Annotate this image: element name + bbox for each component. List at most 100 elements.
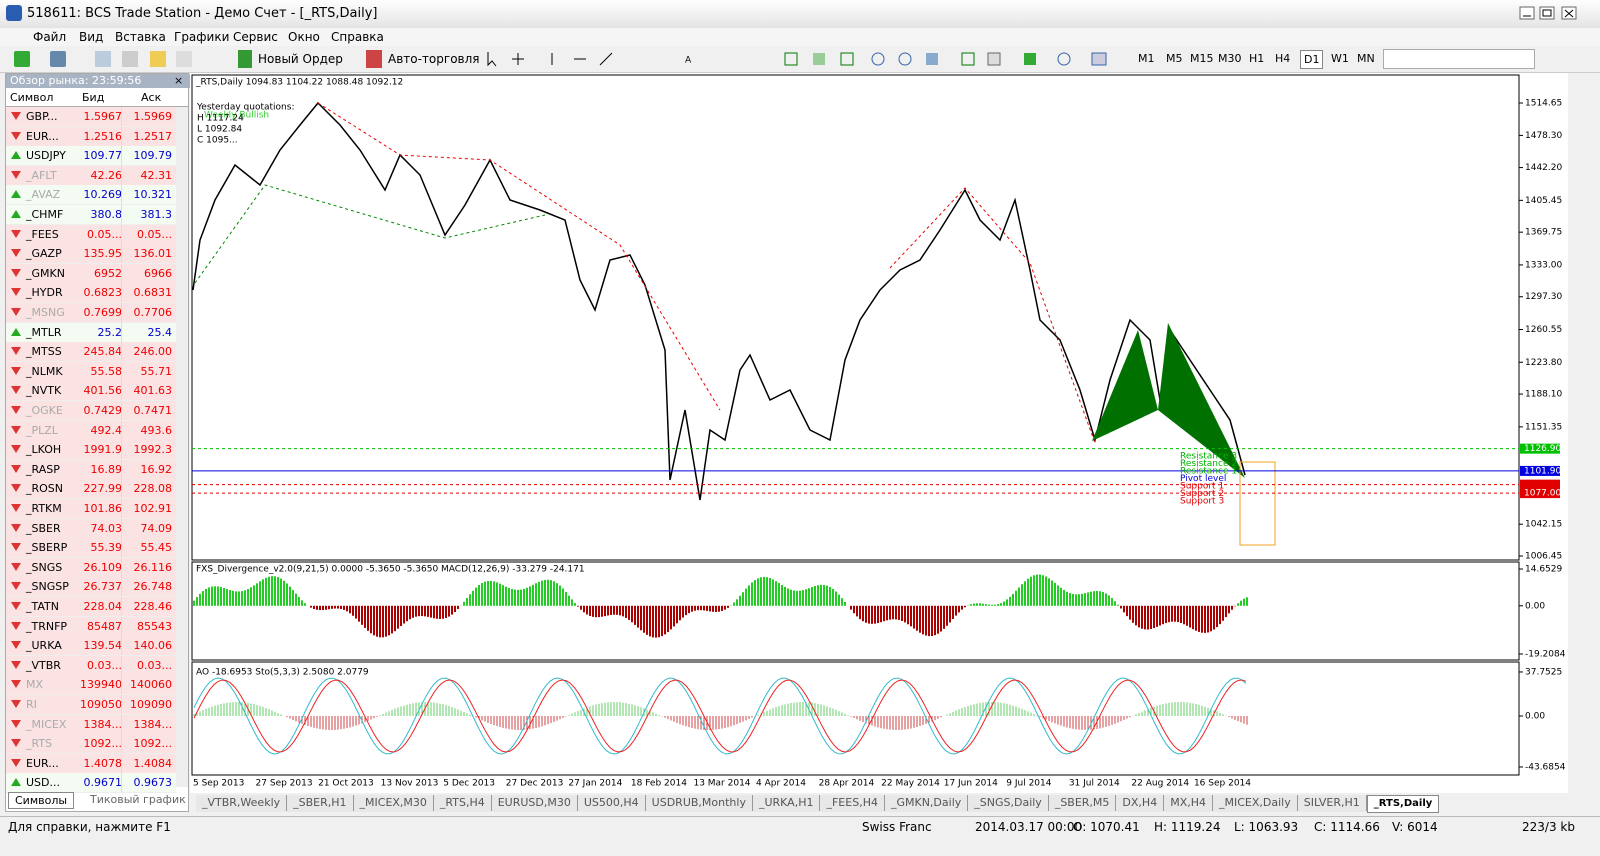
chart-tools[interactable]: A <box>480 49 1130 69</box>
chart-tab[interactable]: _RTS,H4 <box>434 795 492 811</box>
timeframe-button[interactable]: M30 <box>1218 52 1242 65</box>
chart-tab[interactable]: _SBER,H1 <box>287 795 354 811</box>
navigator-icon[interactable] <box>150 51 166 67</box>
menu-item[interactable]: Вставка <box>115 30 166 44</box>
new-chart-icon[interactable] <box>14 51 30 67</box>
chart-tab[interactable]: _URKA,H1 <box>753 795 821 811</box>
arrow-icon <box>11 308 21 316</box>
market-row[interactable]: _SNGS 26.109 26.116 <box>6 557 176 578</box>
market-row[interactable]: _CHMF 380.8 381.3 <box>6 205 176 225</box>
chart-tab[interactable]: EURUSD,M30 <box>492 795 578 811</box>
close-button[interactable]: × <box>174 74 184 87</box>
market-row[interactable]: _MICEX 1384... 1384... <box>6 714 176 735</box>
market-row[interactable]: _VTBR 0.03... 0.03... <box>6 655 176 676</box>
menu-item[interactable]: Окно <box>288 30 320 44</box>
auto-trading-button[interactable]: Авто-торговля <box>366 50 480 68</box>
chart-tab[interactable]: _GMKN,Daily <box>885 795 969 811</box>
menu-item[interactable]: Сервис <box>233 30 278 44</box>
timeframe-button[interactable]: MN <box>1357 52 1375 65</box>
timeframe-button[interactable]: W1 <box>1331 52 1349 65</box>
symbol: EUR... <box>26 129 59 143</box>
market-row[interactable]: _FEES 0.05... 0.05... <box>6 224 176 245</box>
market-row[interactable]: _TATN 228.04 228.46 <box>6 597 176 617</box>
data-window-icon[interactable] <box>122 51 138 67</box>
timeframe-button[interactable]: D1 <box>1300 50 1324 69</box>
market-row[interactable]: USD... 0.9671 0.9673 <box>6 773 176 794</box>
market-row[interactable]: _AFLT 42.26 42.31 <box>6 165 176 186</box>
menu-item[interactable]: Файл <box>33 30 67 44</box>
market-row[interactable]: _RTKM 101.86 102.91 <box>6 499 176 519</box>
market-row[interactable]: _TRNFP 85487 85543 <box>6 616 176 637</box>
market-row[interactable]: USDJPY 109.77 109.79 <box>6 146 176 167</box>
market-row[interactable]: _NVTK 401.56 401.63 <box>6 381 176 402</box>
timeframe-button[interactable]: M5 <box>1166 52 1183 65</box>
market-row[interactable]: _LKOH 1991.9 1992.3 <box>6 440 176 461</box>
market-row[interactable]: _SNGSP 26.737 26.748 <box>6 577 176 598</box>
chart-tab[interactable]: USDRUB,Monthly <box>646 795 753 811</box>
chart-tab[interactable]: _SNGS,Daily <box>968 795 1049 811</box>
terminal-icon[interactable] <box>176 51 192 67</box>
chart-tab[interactable]: _SBER,M5 <box>1049 795 1117 811</box>
chart-tab[interactable]: _FEES,H4 <box>820 795 885 811</box>
market-row[interactable]: _ROSN 227.99 228.08 <box>6 479 176 500</box>
timeframe-button[interactable]: M1 <box>1138 52 1155 65</box>
panel-tab[interactable]: Символы <box>8 792 75 809</box>
chart-tab[interactable]: _RTS,Daily <box>1366 795 1440 813</box>
ask: 109.79 <box>133 149 173 163</box>
arrow-icon <box>11 680 21 689</box>
market-row[interactable]: RI 109050 109090 <box>6 695 176 715</box>
market-row[interactable]: _PLZL 492.4 493.6 <box>6 420 176 441</box>
timeframe-button[interactable]: M15 <box>1190 52 1214 65</box>
ask: 0.6831 <box>133 286 173 300</box>
market-row[interactable]: _RASP 16.89 16.92 <box>6 459 176 480</box>
chart-tab[interactable]: DX,H4 <box>1116 795 1165 811</box>
market-row[interactable]: _GAZP 135.95 136.01 <box>6 244 176 265</box>
ask: 26.748 <box>133 580 173 594</box>
symbol: RI <box>26 698 37 711</box>
bid: 42.26 <box>90 168 123 182</box>
price-tick-label: 1442.20 <box>1525 163 1562 173</box>
market-row[interactable]: _NLMK 55.58 55.71 <box>6 361 176 382</box>
chart-tab[interactable]: MX,H4 <box>1164 795 1213 811</box>
menu-item[interactable]: Графики <box>174 30 230 44</box>
market-row[interactable]: _GMKN 6952 6966 <box>6 263 176 284</box>
panel-tab[interactable]: Тиковый график <box>90 793 186 806</box>
symbol: _GMKN <box>26 266 65 280</box>
market-row[interactable]: _SBER 74.03 74.09 <box>6 518 176 539</box>
price-marker <box>1520 488 1560 499</box>
market-row[interactable]: _MSNG 0.7699 0.7706 <box>6 303 176 323</box>
ask: 0.9673 <box>133 776 173 790</box>
app-icon <box>6 5 22 21</box>
menu-item[interactable]: Справка <box>331 30 384 44</box>
market-row[interactable]: _MTLR 25.2 25.4 <box>6 322 176 343</box>
arrow-icon <box>11 268 21 277</box>
market-row[interactable]: _SBERP 55.39 55.45 <box>6 538 176 559</box>
market-row[interactable]: _AVAZ 10.269 10.321 <box>6 185 176 206</box>
market-row[interactable]: GBP... 1.5967 1.5969 <box>6 107 176 127</box>
chart-tab[interactable]: _MICEX,Daily <box>1213 795 1298 811</box>
chart-tab[interactable]: SILVER,H1 <box>1298 795 1367 811</box>
market-row[interactable]: _URKA 139.54 140.06 <box>6 636 176 657</box>
bid: 1.2516 <box>83 129 123 143</box>
market-row[interactable]: EUR... 1.2516 1.2517 <box>6 126 176 147</box>
chart-tab[interactable]: _MICEX,M30 <box>354 795 434 811</box>
search-box[interactable] <box>1383 49 1535 69</box>
market-row[interactable]: _MTSS 245.84 246.00 <box>6 342 176 363</box>
chart-tab[interactable]: _VTBR,Weekly <box>196 795 288 811</box>
chart-tab[interactable]: US500,H4 <box>578 795 646 811</box>
market-row[interactable]: EUR... 1.4078 1.4084 <box>6 753 176 774</box>
arrow-icon <box>11 170 21 179</box>
market-row[interactable]: _OGKE 0.7429 0.7471 <box>6 401 176 421</box>
ask: 74.09 <box>140 521 173 535</box>
menu-item[interactable]: Вид <box>79 30 104 44</box>
market-watch-icon[interactable] <box>95 51 111 67</box>
timeframe-button[interactable]: H4 <box>1275 52 1291 65</box>
market-row[interactable]: _RTS 1092... 1092... <box>6 734 176 755</box>
window-controls[interactable] <box>1518 6 1588 20</box>
new-order-button[interactable]: Новый Ордер <box>238 50 343 68</box>
profiles-icon[interactable] <box>50 51 66 67</box>
timeframe-button[interactable]: H1 <box>1249 52 1265 65</box>
symbol: USD... <box>26 776 60 790</box>
market-row[interactable]: MX 139940 140060 <box>6 675 176 696</box>
market-row[interactable]: _HYDR 0.6823 0.6831 <box>6 283 176 304</box>
